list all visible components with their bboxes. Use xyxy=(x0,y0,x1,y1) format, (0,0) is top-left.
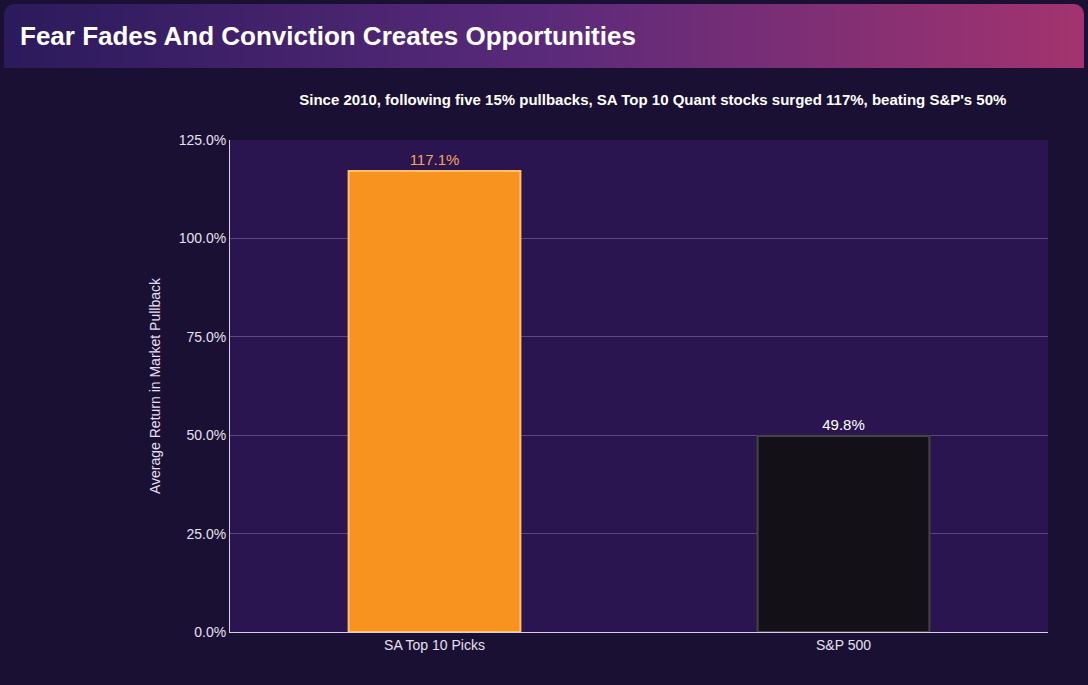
svg-text:125.0%: 125.0% xyxy=(179,132,226,148)
svg-text:49.8%: 49.8% xyxy=(822,416,865,433)
svg-text:100.0%: 100.0% xyxy=(179,230,226,246)
svg-text:0.0%: 0.0% xyxy=(194,624,226,640)
svg-text:S&P 500: S&P 500 xyxy=(816,637,871,653)
svg-text:117.1%: 117.1% xyxy=(410,151,460,168)
svg-text:50.0%: 50.0% xyxy=(186,427,226,443)
svg-text:75.0%: 75.0% xyxy=(186,329,226,345)
svg-text:Average Return in Market Pullb: Average Return in Market Pullback xyxy=(147,277,163,494)
svg-text:Since 2010, following five 15%: Since 2010, following five 15% pullbacks… xyxy=(299,91,1006,108)
svg-text:25.0%: 25.0% xyxy=(186,526,226,542)
svg-text:SA Top 10 Picks: SA Top 10 Picks xyxy=(384,637,485,653)
html-text:Fear Fades And Conviction Crea: Fear Fades And Conviction Creates Opport… xyxy=(20,21,636,51)
